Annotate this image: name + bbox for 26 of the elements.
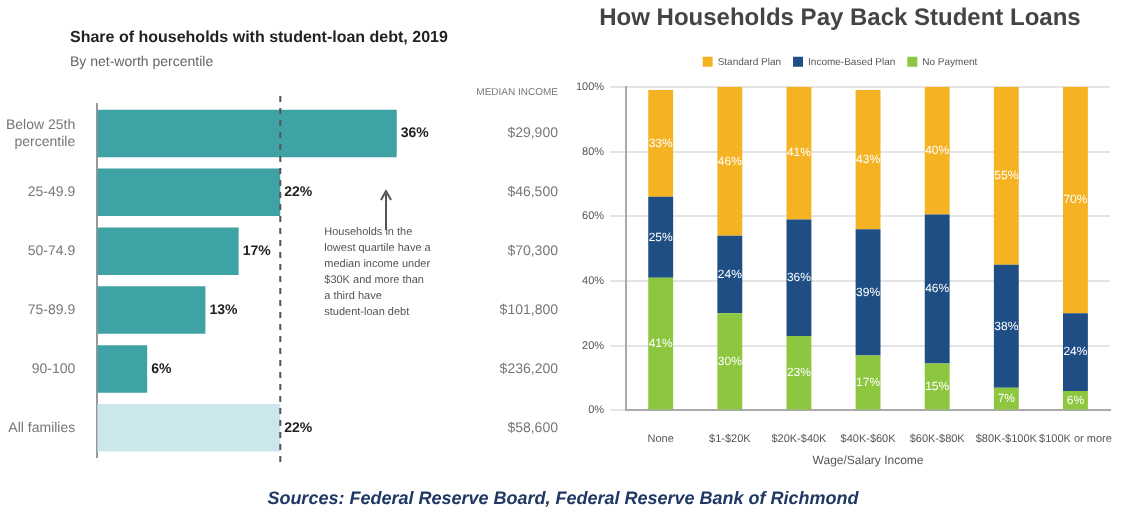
bar <box>786 219 812 336</box>
bar <box>97 109 397 158</box>
bar <box>993 86 1019 265</box>
bar <box>993 264 1019 388</box>
bar <box>97 404 281 452</box>
bar <box>97 168 281 217</box>
bar <box>786 86 812 220</box>
bar <box>717 86 743 236</box>
bar <box>717 313 743 410</box>
bar <box>855 355 881 410</box>
chart-title: How Households Pay Back Student Loans <box>599 3 1082 32</box>
bar <box>97 227 239 275</box>
bar <box>1063 313 1088 391</box>
bar <box>1063 86 1088 314</box>
bar <box>924 86 950 215</box>
bar <box>717 235 743 314</box>
bar <box>648 196 674 278</box>
chart-title: Share of households with student-loan debt, 2019 <box>70 28 448 46</box>
bar <box>97 345 148 393</box>
bar <box>648 90 674 197</box>
bar <box>97 286 206 334</box>
bar <box>648 277 674 410</box>
bar <box>924 214 950 364</box>
source-note: Sources: Federal Reserve Board, Federal Reserve Bank of Richmond <box>265 488 861 508</box>
bar <box>855 229 881 356</box>
bar <box>855 90 881 230</box>
